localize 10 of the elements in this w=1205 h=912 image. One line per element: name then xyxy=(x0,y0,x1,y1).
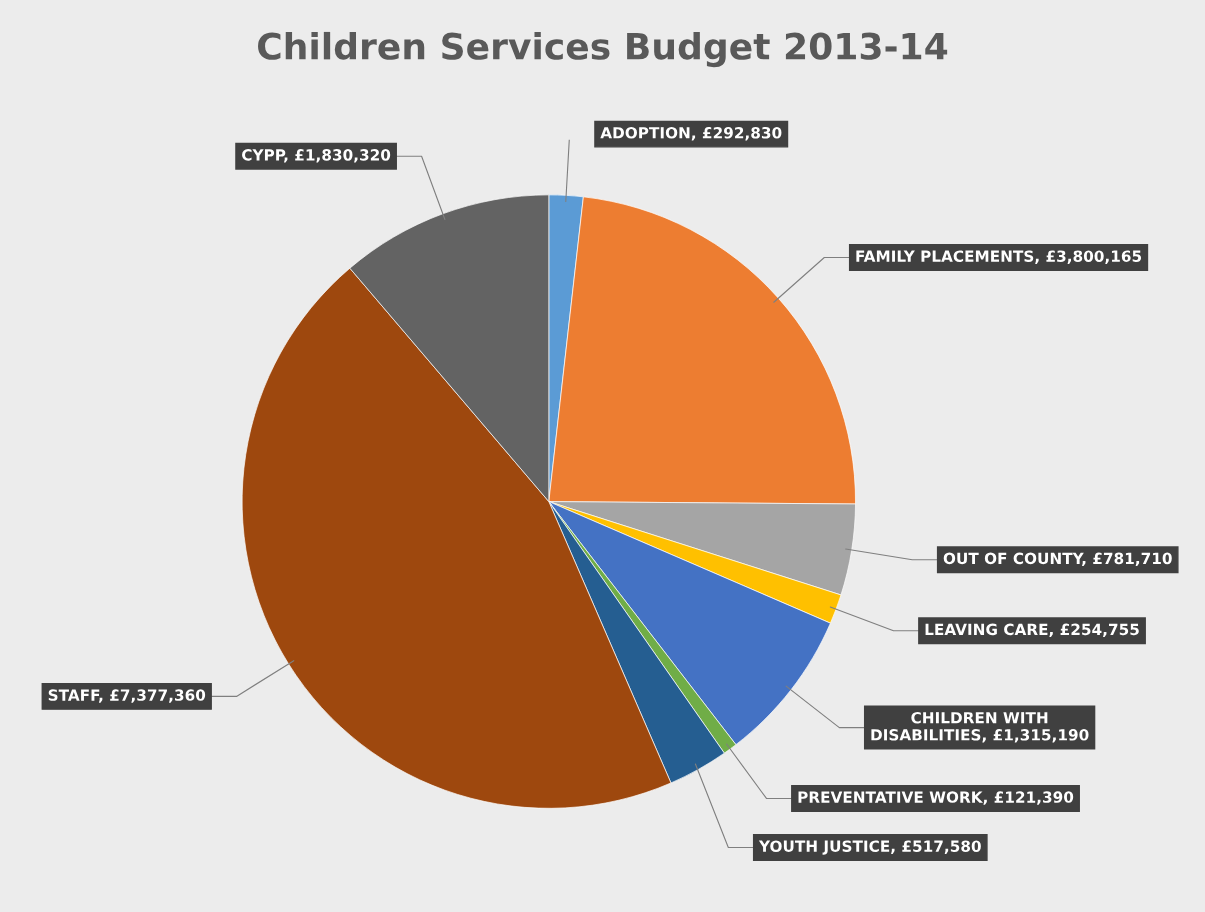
slice-label: ADOPTION, £292,830 xyxy=(600,126,782,141)
slice-label: OUT OF COUNTY, £781,710 xyxy=(943,552,1172,567)
slice-label: STAFF, £7,377,360 xyxy=(48,689,206,703)
slice-label: FAMILY PLACEMENTS, £3,800,165 xyxy=(856,250,1142,264)
slice-label: PREVENTATIVE WORK, £121,390 xyxy=(798,791,1074,805)
slice-label: YOUTH JUSTICE, £517,580 xyxy=(758,840,981,855)
slice-label: CHILDREN WITH DISABILITIES, £1,315,190 xyxy=(871,711,1089,743)
chart-title: Children Services Budget 2013-14 xyxy=(258,31,948,68)
slice-label: LEAVING CARE, £254,755 xyxy=(925,623,1139,638)
slice-label: CYPP, £1,830,320 xyxy=(242,149,391,163)
